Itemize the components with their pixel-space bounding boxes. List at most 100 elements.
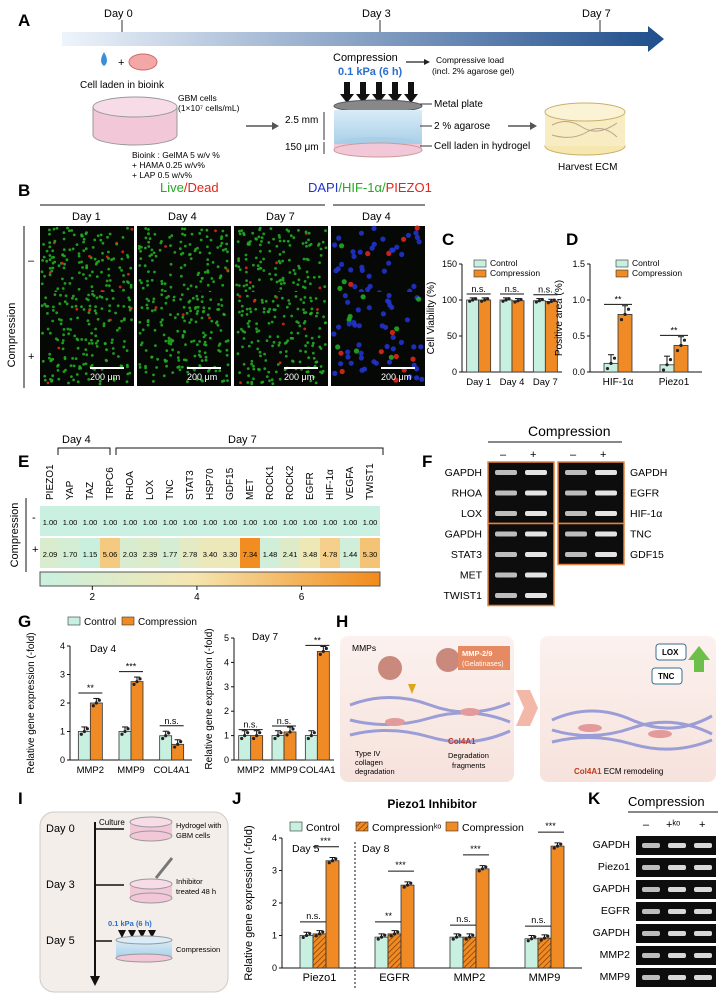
data-point: [477, 869, 481, 873]
data-point: [301, 935, 305, 940]
data-point: [291, 727, 295, 731]
data-point: [304, 933, 309, 938]
sig-label: **: [385, 911, 393, 921]
sig-label: **: [670, 325, 678, 335]
heatmap-value: 1.00: [243, 518, 258, 527]
data-point: [240, 736, 244, 741]
data-point: [454, 935, 459, 939]
live-dead-title: Live/Dead: [160, 180, 219, 195]
y-tick-label: 2: [60, 698, 65, 708]
f-minus-r: –: [570, 449, 577, 461]
mmp-box-label: MMP-2/9: [462, 649, 492, 658]
gel-band: [495, 511, 517, 516]
bar: [449, 936, 464, 969]
gel-band: [495, 490, 517, 496]
y-axis-label: Relative gene expression (-fold): [204, 628, 215, 769]
sig-label: n.s.: [531, 915, 546, 925]
heatmap-gene-label: GDF15: [225, 467, 236, 500]
sig-label: **: [614, 294, 622, 304]
data-point: [471, 298, 475, 302]
gel-band: [525, 552, 547, 557]
y-tick-label: 0: [272, 963, 277, 973]
legend-label-control: Control: [632, 258, 660, 268]
heatmap-value: 3.30: [223, 550, 238, 559]
y-tick-label: 2: [272, 898, 277, 908]
gel-band: [694, 887, 712, 892]
arrow-1-head: [272, 122, 279, 130]
heatmap-value: 1.00: [83, 518, 98, 527]
dim-150um: 150 μm: [285, 142, 319, 153]
j-day8-label: Day 8: [362, 843, 390, 855]
data-point: [552, 298, 556, 302]
category-label: Day 4: [500, 377, 525, 388]
g-day4-label: Day 4: [90, 644, 117, 655]
heatmap-cell: [300, 506, 320, 536]
heatmap-cell: [200, 538, 220, 568]
gel-gene-label: EGFR: [601, 905, 631, 917]
colorbar-tick-label: 6: [299, 592, 305, 603]
heatmap-gene-label: TAZ: [85, 482, 96, 500]
y-tick-label: 0: [224, 755, 229, 765]
bar: [550, 845, 565, 969]
gel-gene-label: TWIST1: [444, 590, 483, 602]
i-day3: Day 3: [46, 879, 75, 891]
k-col-1: +ᵏᵒ: [666, 819, 680, 831]
legend-swatch-control: [473, 259, 487, 268]
y-tick-label: 5: [224, 633, 229, 643]
data-point: [123, 729, 127, 734]
data-point: [623, 312, 627, 316]
data-point: [334, 857, 338, 861]
bar: [387, 933, 402, 969]
heatmap-value: 3.48: [303, 550, 318, 559]
bar: [325, 860, 340, 969]
y-tick-label: 1: [224, 731, 229, 741]
data-point: [330, 859, 335, 863]
h-mmps: MMPs: [352, 643, 376, 653]
j-day5-label: Day 5: [292, 843, 320, 855]
heatmap-cell: [80, 506, 100, 536]
gel-band: [495, 470, 517, 475]
b-day4: Day 4: [168, 211, 197, 223]
heatmap-value: 2.41: [283, 550, 298, 559]
heatmap-value: 1.00: [43, 518, 58, 527]
data-point: [285, 733, 289, 737]
heatmap-cell: [280, 506, 300, 536]
sig-label: n.s.: [471, 284, 486, 294]
gel-band: [668, 953, 686, 958]
y-tick-label: 4: [224, 657, 229, 667]
legend-swatch-1: [355, 821, 369, 832]
gel-band: [642, 887, 660, 892]
panel-label-a: A: [18, 11, 30, 30]
h-transition-arrow: [516, 690, 538, 726]
data-point: [402, 885, 406, 889]
k-title: Compression: [628, 794, 705, 809]
heatmap-value: 7.34: [243, 550, 258, 559]
gel-band: [495, 593, 517, 598]
heatmap-value: 2.03: [123, 550, 138, 559]
gel-band: [694, 953, 712, 958]
bioink-line-3: + LAP 0.5 w/v%: [132, 170, 193, 180]
load-line-1: Compressive load: [436, 55, 504, 65]
heatmap-value: 3.40: [203, 550, 218, 559]
gel-band: [642, 931, 660, 936]
mmp-box: [458, 646, 510, 670]
gel-band: [642, 843, 660, 848]
b-day7: Day 7: [266, 211, 295, 223]
category-label: MMP9: [117, 765, 144, 776]
chart-j: 0 1 2 3 4 Relative gene expression (-fold) Pie…: [243, 797, 582, 990]
e-bracket-day4: [57, 447, 111, 455]
heatmap-cell: [200, 506, 220, 536]
e-bracket-day7: [115, 447, 384, 455]
heatmap-cell: [140, 538, 160, 568]
sig-label: n.s.: [538, 285, 553, 295]
data-point: [519, 297, 523, 302]
y-axis-label: Cell Viability (%): [426, 282, 437, 355]
sig-label: **: [87, 683, 95, 693]
legend-label-compression: Compression: [138, 617, 197, 628]
bar: [130, 681, 144, 761]
data-point: [507, 297, 511, 301]
data-point: [451, 937, 455, 941]
scale-label: 200 μm: [381, 372, 411, 382]
gel-band: [642, 865, 660, 870]
dapi-title: DAPI/HIF-1α/PIEZO1: [308, 180, 432, 195]
